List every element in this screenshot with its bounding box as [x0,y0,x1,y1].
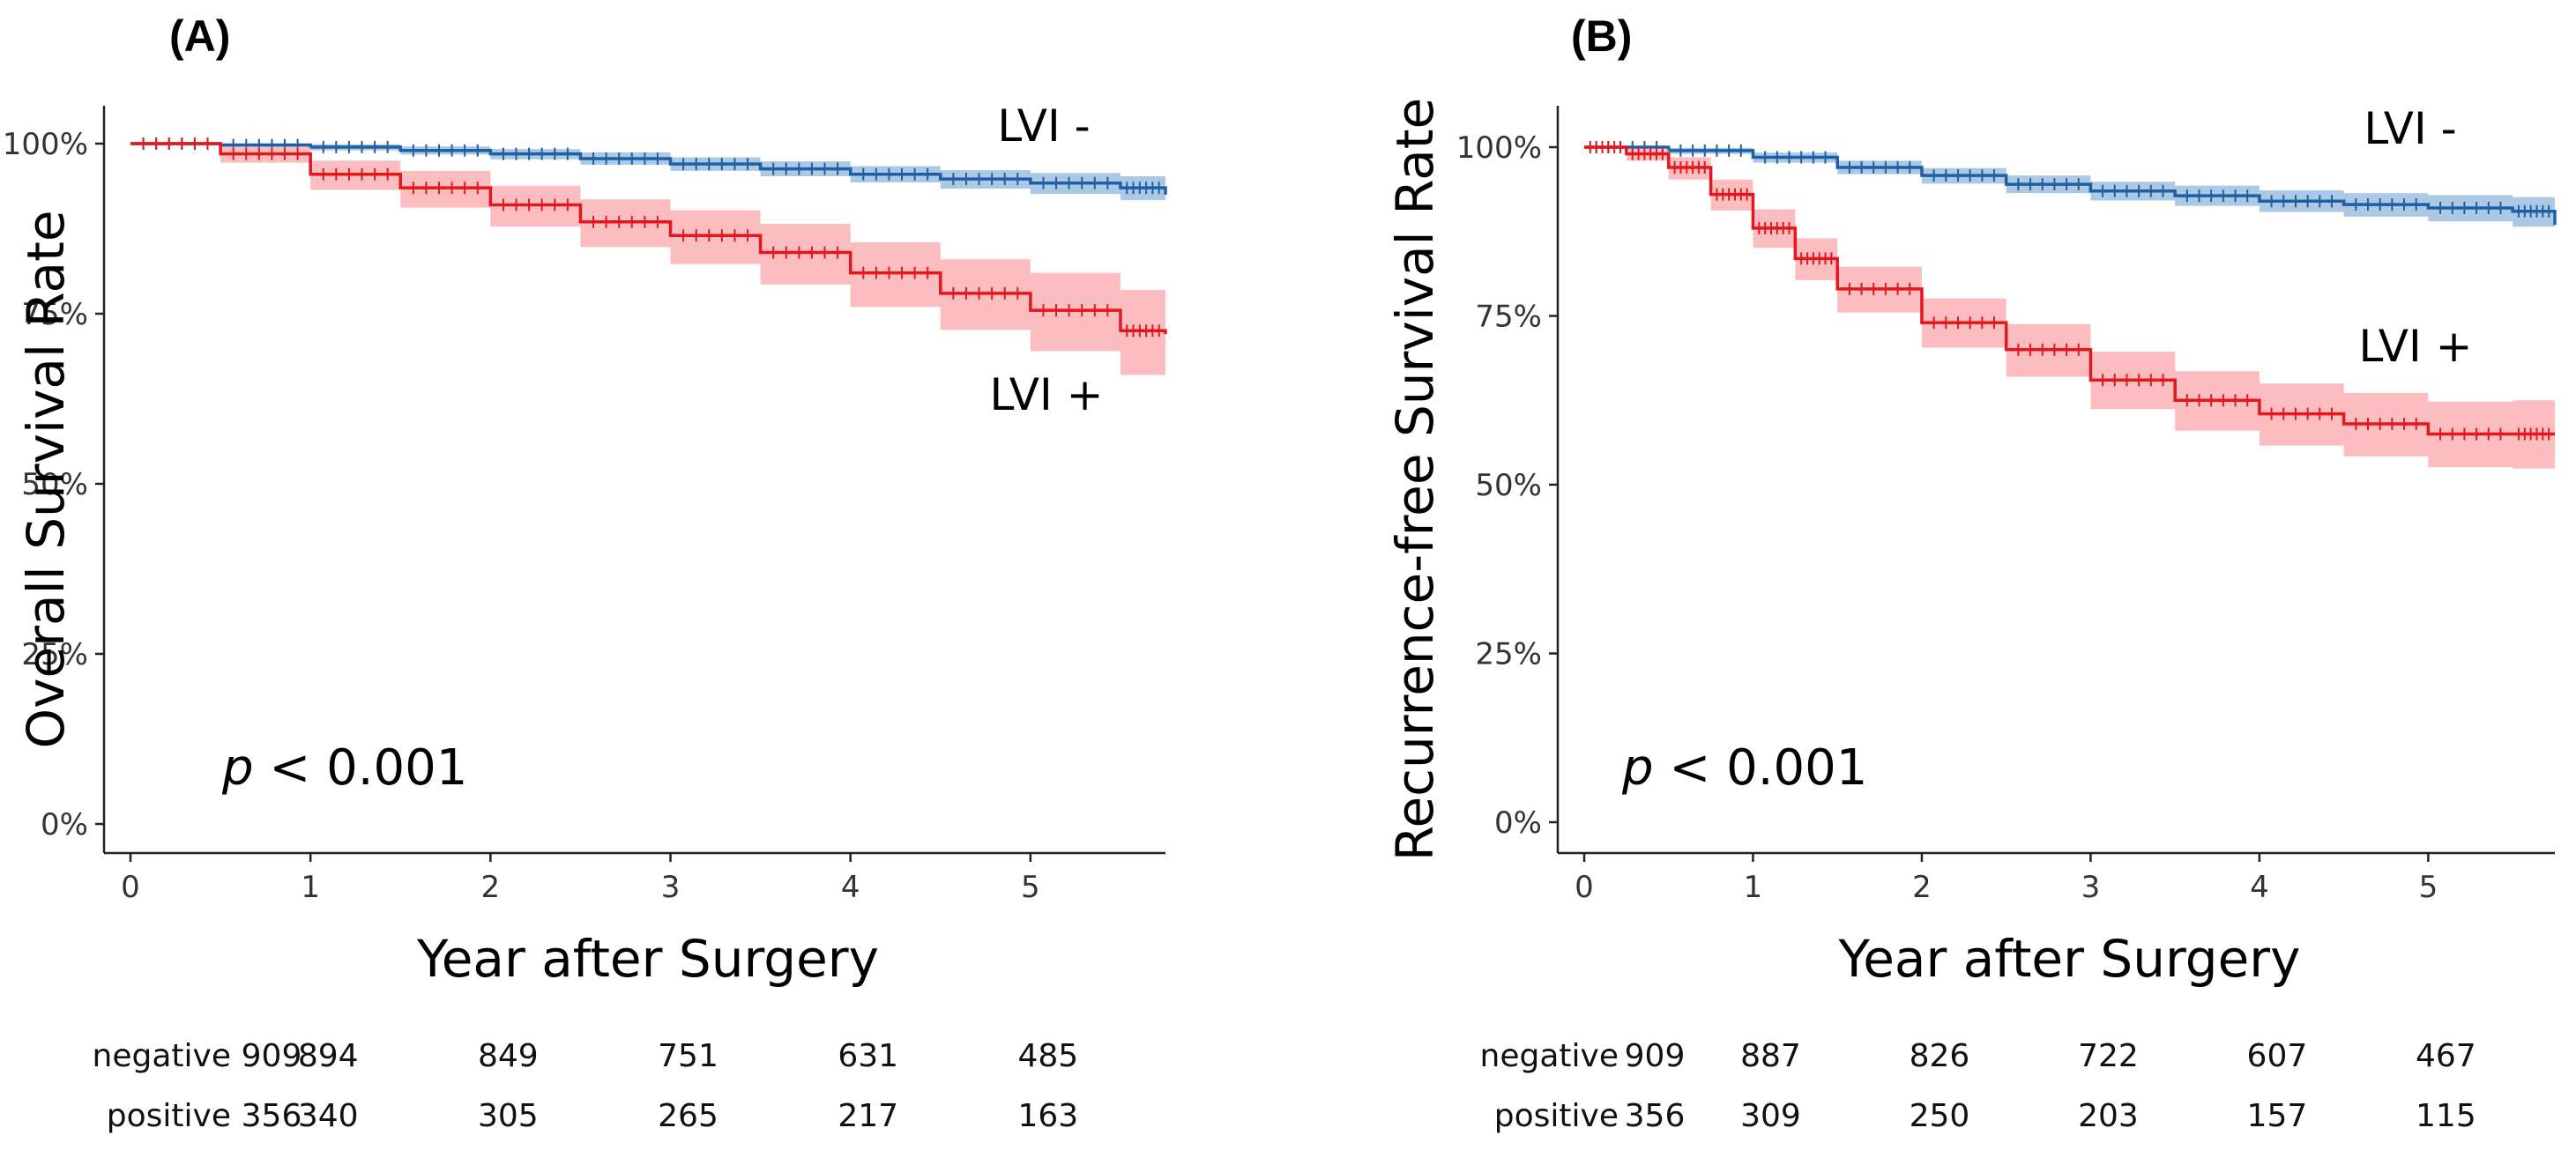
panel-a-p-value: p < 0.001 [221,739,467,797]
panel-b-risk-count: 356 [1625,1098,1686,1134]
panel-b-risk-count: 309 [1740,1098,1801,1134]
panel-b-ytick-label: 100% [1456,130,1542,166]
panel-a-series-lvi-positive-curve [130,142,1167,335]
panel-a-risk-count: 751 [658,1038,718,1074]
panel-a-risk-count: 340 [298,1098,359,1134]
panel-a-ytick-label: 75% [21,297,88,332]
panel-a-xtick-label: 0 [121,870,140,905]
panel-a-xtick-label: 3 [661,870,681,905]
panel-b-risk-count: 722 [2078,1038,2139,1074]
panel-a-risk-count: 849 [478,1038,539,1074]
panel-a-ytick-label: 25% [21,637,88,672]
panel-a-ytick-label: 100% [3,127,88,162]
panel-a-ytick-label: 0% [41,807,88,842]
panel-b-risk-count: 250 [1910,1098,1970,1134]
panel-b-risk-row-label: negative [1480,1038,1619,1074]
panel-b-xtick-label: 0 [1575,870,1594,905]
panel-a-risk-count: 305 [478,1098,539,1134]
panel-a-risk-count: 356 [242,1098,302,1134]
panel-a-xtick-label: 5 [1021,870,1040,905]
panel-b-ytick-label: 25% [1475,637,1542,672]
panel-b-series-lvi-negative-curve [1584,145,2557,226]
panel-b-series-lvi-negative-ci-band [1584,147,2555,242]
panel-a-xtick-label: 4 [841,870,860,905]
panel-a-ytick-label: 50% [21,467,88,502]
panel-a-risk-count: 265 [658,1098,718,1134]
panel-b-y-axis-title: Recurrence-free Survival Rate [1385,98,1445,861]
panel-b-p-value: p < 0.001 [1621,739,1867,797]
panel-a-risk-count: 894 [298,1038,359,1074]
panel-b-xtick-label: 5 [2419,870,2438,905]
panel-a-risk-count: 485 [1018,1038,1079,1074]
panel-b-series-lvi-positive-label: LVI + [2358,321,2472,372]
panel-a-risk-count: 163 [1018,1098,1079,1134]
panel-b-xtick-label: 1 [1744,870,1763,905]
panel-b-series-lvi-negative-label: LVI - [2364,103,2456,154]
panel-b-xtick-label: 2 [1912,870,1932,905]
panel-b-risk-count: 909 [1625,1038,1686,1074]
panel-b-x-axis-title: Year after Surgery [1838,929,2301,989]
panel-a: (A) 0% 25% 50% 75% 100% 0 1 2 3 4 5 Year after Surge… [3,11,1167,1134]
panel-a-risk-count: 217 [838,1098,898,1134]
panel-b-xtick-label: 3 [2081,870,2101,905]
panel-b-risk-count: 826 [1910,1038,1970,1074]
panel-a-series-lvi-positive-ci-band [130,144,1165,381]
panel-b-series-lvi-positive-curve [1584,145,2555,436]
panel-b-p-symbol: p [1621,739,1654,797]
panel-b-ytick-label: 0% [1494,805,1542,841]
panel-a-label: (A) [169,11,230,61]
panel-a-series-lvi-negative-label: LVI - [997,100,1090,152]
panel-a-xtick-label: 1 [301,870,320,905]
panel-a-risk-count: 631 [838,1038,898,1074]
panel-b-risk-count: 115 [2416,1098,2476,1134]
panel-b-series-lvi-positive-ci-band [1584,147,2555,470]
panel-a-series-lvi-negative-curve [130,142,1167,195]
panel-a-series-lvi-negative-ci-band [130,144,1165,209]
panel-b-risk-row-label: positive [1494,1098,1619,1134]
panel-a-x-axis-title: Year after Surgery [416,929,879,989]
panel-b-ytick-label: 50% [1475,468,1542,503]
panel-b-risk-count: 203 [2078,1098,2139,1134]
panel-a-risk-count: 909 [242,1038,302,1074]
panel-a-series-lvi-positive-label: LVI + [989,369,1103,420]
panel-b-p-text: < 0.001 [1654,739,1868,797]
panel-b-risk-count: 157 [2247,1098,2308,1134]
panel-b-risk-count: 467 [2416,1038,2476,1074]
panel-a-risk-row-label: positive [107,1098,231,1134]
panel-a-risk-row-label: negative [93,1038,231,1074]
panel-a-p-symbol: p [221,739,254,797]
panel-b-xtick-label: 4 [2250,870,2269,905]
panel-b: (B) 0% 25% 50% 75% 100% 0 1 2 3 4 5 Year after Surge… [1385,11,2557,1134]
panel-b-ytick-label: 75% [1475,300,1542,335]
panel-b-risk-count: 887 [1740,1038,1801,1074]
panel-b-label: (B) [1571,11,1632,61]
panel-b-risk-count: 607 [2247,1038,2308,1074]
panel-a-y-axis-title: Overall Survival Rate [16,211,76,749]
panel-a-p-text: < 0.001 [254,739,468,797]
panel-a-xtick-label: 2 [481,870,501,905]
